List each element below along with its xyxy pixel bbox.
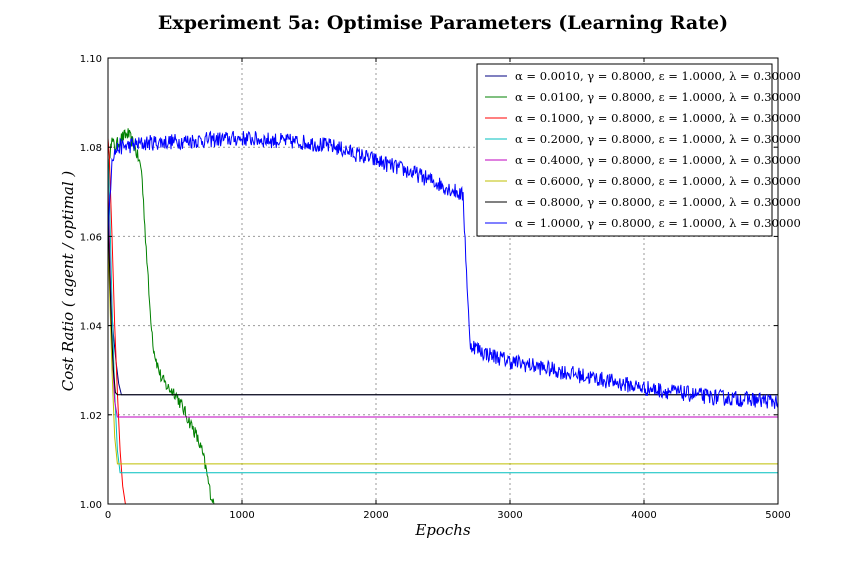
x-tick-label: 0 <box>105 510 111 521</box>
axis-ticks: 0 1000 2000 3000 4000 5000 1.00 1.02 1.04 1.06 1.0… <box>80 54 791 521</box>
legend-entry: α = 1.0000, γ = 0.8000, ε = 1.0000, λ = … <box>515 216 801 230</box>
series-lines <box>108 128 778 504</box>
legend-entry: α = 0.1000, γ = 0.8000, ε = 1.0000, λ = … <box>515 111 801 125</box>
plot-frame <box>107 57 779 505</box>
chart-title: Experiment 5a: Optimise Parameters (Lear… <box>157 12 729 34</box>
y-tick-label: 1.04 <box>80 322 102 333</box>
series-line <box>108 130 778 409</box>
series-line <box>108 214 778 396</box>
legend-box <box>476 63 773 237</box>
series-line <box>108 138 778 504</box>
x-tick-label: 4000 <box>631 510 656 521</box>
x-tick-label: 2000 <box>363 510 388 521</box>
legend-entry: α = 0.4000, γ = 0.8000, ε = 1.0000, λ = … <box>515 153 801 167</box>
y-tick-label: 1.08 <box>80 143 102 154</box>
y-tick-label: 1.06 <box>80 232 102 243</box>
series-line <box>108 200 778 396</box>
x-tick-label: 1000 <box>229 510 254 521</box>
legend-entry: α = 0.8000, γ = 0.8000, ε = 1.0000, λ = … <box>515 195 801 209</box>
x-axis-label: Epochs <box>414 521 471 539</box>
series-line <box>108 236 778 465</box>
y-tick-label: 1.10 <box>80 54 102 65</box>
y-axis-label: Cost Ratio ( agent / optimal ) <box>59 171 77 392</box>
legend-entry: α = 0.6000, γ = 0.8000, ε = 1.0000, λ = … <box>515 174 801 188</box>
grid-lines <box>108 58 778 504</box>
legend-entry: α = 0.0010, γ = 0.8000, ε = 1.0000, λ = … <box>515 69 801 83</box>
legend-entry: α = 0.2000, γ = 0.8000, ε = 1.0000, λ = … <box>515 132 801 146</box>
legend-entry: α = 0.0100, γ = 0.8000, ε = 1.0000, λ = … <box>515 90 801 104</box>
y-tick-label: 1.00 <box>80 500 102 511</box>
y-tick-label: 1.02 <box>80 411 102 422</box>
x-tick-label: 3000 <box>497 510 522 521</box>
legend: α = 0.0010, γ = 0.8000, ε = 1.0000, λ = … <box>476 63 801 237</box>
x-tick-label: 5000 <box>765 510 790 521</box>
